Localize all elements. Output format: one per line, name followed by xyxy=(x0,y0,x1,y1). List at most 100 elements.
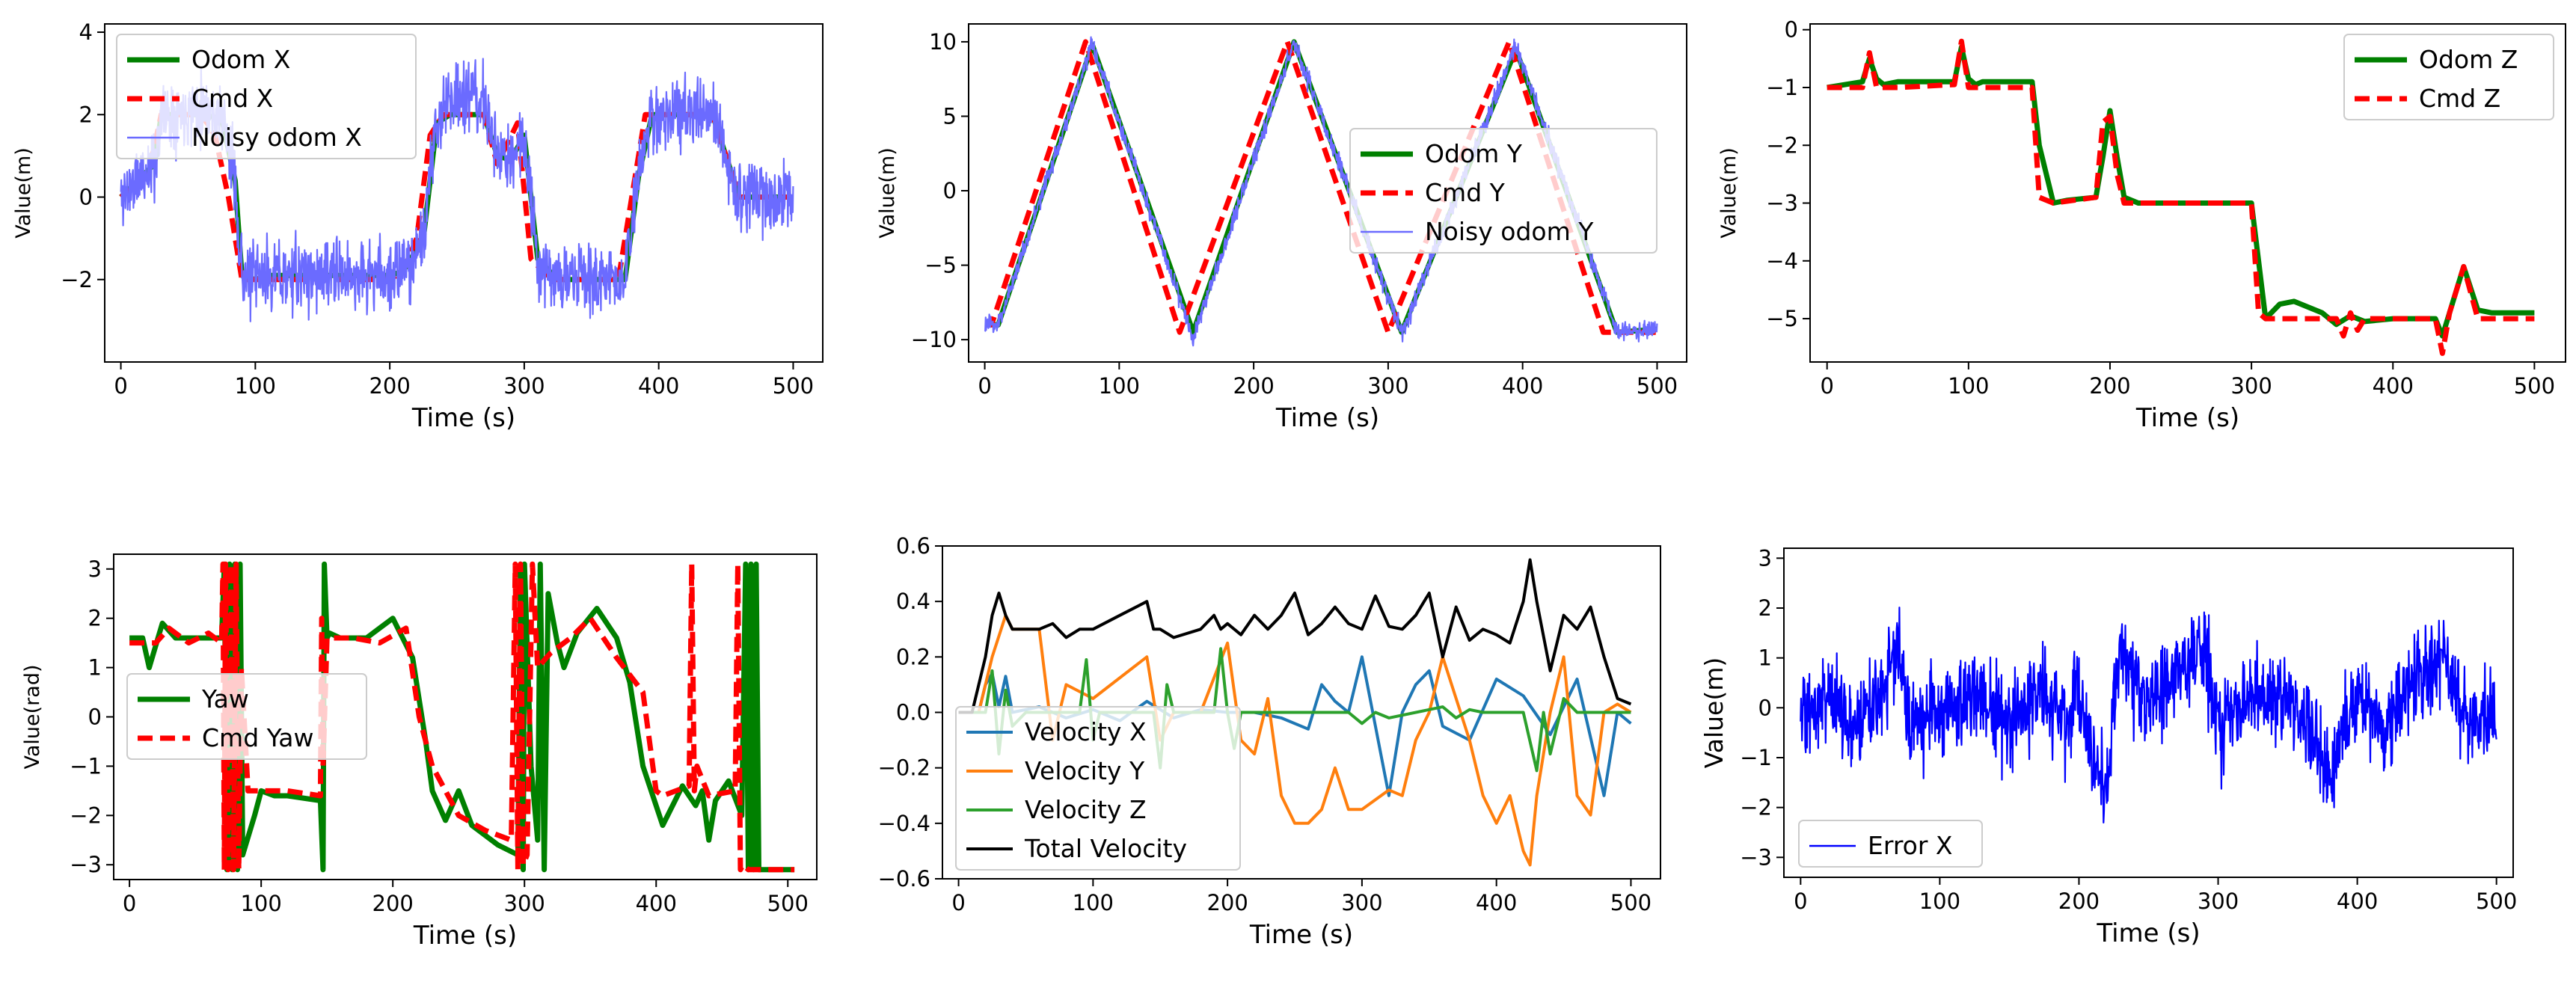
x-tick-label: 300 xyxy=(503,373,545,399)
legend-label-cmd-yaw: Cmd Yaw xyxy=(202,723,313,752)
legend-box xyxy=(1349,128,1657,254)
y-tick-label: 1 xyxy=(1758,645,1772,671)
x-tick-label: 0 xyxy=(1794,889,1807,914)
x-tick-label: 100 xyxy=(1948,373,1989,399)
legend-label-odom-y: Odom Y xyxy=(1425,139,1523,168)
y-tick-label: −2 xyxy=(1766,132,1798,158)
axes-frame xyxy=(1783,547,2514,878)
legend-label-velocity-y: Velocity Y xyxy=(1025,756,1145,785)
y-tick-label: 0.6 xyxy=(896,533,930,559)
legend-label-yaw: Yaw xyxy=(201,684,249,714)
y-axis-label: Value(m) xyxy=(876,147,899,239)
y-tick-label: −2 xyxy=(1740,795,1772,820)
chart-4: 0 100 200 300 400 500 3 2 1 0 −1 −2 −3 Time (s) Value(… xyxy=(21,553,818,951)
x-tick-label: 300 xyxy=(2230,373,2272,399)
x-tick-label: 200 xyxy=(369,373,410,399)
y-tick-label: 0 xyxy=(1785,17,1798,43)
y-tick-label: −0.4 xyxy=(878,811,930,836)
legend-label-odom-x: Odom X xyxy=(191,45,290,74)
legend-box xyxy=(955,706,1241,871)
y-tick-label: 0.0 xyxy=(896,700,930,725)
y-tick-label: 2 xyxy=(79,102,93,127)
y-tick-label: −1 xyxy=(70,753,102,779)
y-tick-label: 4 xyxy=(79,19,93,45)
x-tick-label: 200 xyxy=(1233,373,1274,399)
axes-frame xyxy=(1809,23,2566,363)
x-tick-label: 400 xyxy=(1476,890,1517,915)
x-tick-label: 500 xyxy=(2476,889,2517,914)
legend: Velocity X Velocity Y Velocity Z Total Velo… xyxy=(955,706,1241,871)
y-tick-label: −2 xyxy=(70,803,102,828)
y-axis-label: Value(m) xyxy=(1699,657,1729,769)
y-tick-label: −3 xyxy=(1740,844,1772,870)
y-axis-label: Value(m) xyxy=(12,147,35,239)
legend-label-velocity-x: Velocity X xyxy=(1025,717,1147,746)
chart-1: 0 100 200 300 400 500 −2 0 2 4 Time (s) Value(m) Odo… xyxy=(12,19,824,433)
x-tick-label: 200 xyxy=(1206,890,1248,915)
x-axis-label: Time (s) xyxy=(2096,918,2200,948)
x-tick-label: 200 xyxy=(2058,889,2100,914)
legend-label-error-x: Error X xyxy=(1868,831,1953,860)
x-tick-label: 200 xyxy=(2089,373,2130,399)
legend: Odom X Cmd X Noisy odom X xyxy=(116,34,417,159)
y-tick-label: −0.2 xyxy=(878,755,930,781)
x-axis-label: Time (s) xyxy=(1249,920,1353,950)
legend-label-cmd-z: Cmd Z xyxy=(2419,84,2500,113)
y-tick-label: −4 xyxy=(1766,248,1798,274)
x-tick-label: 0 xyxy=(1820,373,1833,399)
series-line-cmd-z xyxy=(1827,38,2535,356)
x-tick-label: 300 xyxy=(2198,889,2239,914)
axes-frame xyxy=(104,23,824,363)
legend-label-cmd-y: Cmd Y xyxy=(1425,178,1506,207)
y-tick-label: 2 xyxy=(88,606,102,631)
y-axis-label: Value(m) xyxy=(1717,147,1741,239)
y-tick-label: −3 xyxy=(1766,191,1798,216)
legend-box xyxy=(1798,820,1983,868)
legend-label-cmd-x: Cmd X xyxy=(191,84,273,113)
x-tick-label: 500 xyxy=(1637,373,1678,399)
legend-box xyxy=(2343,34,2554,120)
legend-label-noisy-odom-x: Noisy odom X xyxy=(191,123,362,152)
legend: Yaw Cmd Yaw xyxy=(126,673,367,760)
legend-label-noisy-odom-y: Noisy odom Y xyxy=(1425,217,1594,246)
x-tick-label: 0 xyxy=(978,373,991,399)
x-tick-label: 100 xyxy=(240,891,281,916)
series-line-noisy-odom-x xyxy=(120,58,794,322)
legend-label-velocity-z: Velocity Z xyxy=(1025,795,1147,824)
x-tick-label: 300 xyxy=(1367,373,1408,399)
x-tick-label: 0 xyxy=(951,890,965,915)
x-tick-label: 500 xyxy=(767,891,809,916)
x-tick-label: 500 xyxy=(1610,890,1652,915)
y-tick-label: 3 xyxy=(1758,545,1772,571)
y-tick-label: 3 xyxy=(88,556,102,582)
chart-3: 0 100 200 300 400 500 0 −1 −2 −3 −4 −5 Time (s) Value… xyxy=(1717,17,2566,433)
x-axis-label: Time (s) xyxy=(411,403,515,433)
y-tick-label: 0.4 xyxy=(896,589,930,614)
chart-6: 0 100 200 300 400 500 3 2 1 0 −1 −2 −3 Time (s) Value(… xyxy=(1699,545,2517,948)
legend-label-total-velocity: Total Velocity xyxy=(1024,834,1187,863)
x-tick-label: 400 xyxy=(1502,373,1543,399)
y-tick-label: 10 xyxy=(929,29,957,55)
x-tick-label: 300 xyxy=(1341,890,1382,915)
x-tick-label: 400 xyxy=(638,373,679,399)
y-tick-label: −3 xyxy=(70,852,102,877)
y-tick-label: 0 xyxy=(79,185,93,210)
x-tick-label: 100 xyxy=(1919,889,1960,914)
x-tick-label: 300 xyxy=(504,891,545,916)
y-axis-label: Value(rad) xyxy=(21,665,44,770)
y-tick-label: 0 xyxy=(943,178,957,203)
y-tick-label: −2 xyxy=(61,267,93,292)
legend: Odom Y Cmd Y Noisy odom Y xyxy=(1349,128,1657,254)
y-tick-label: 0.2 xyxy=(896,644,930,669)
y-tick-label: −0.6 xyxy=(878,866,930,892)
y-tick-label: 1 xyxy=(88,655,102,681)
x-tick-label: 400 xyxy=(2337,889,2378,914)
y-tick-label: −1 xyxy=(1766,75,1798,100)
legend: Odom Z Cmd Z xyxy=(2343,34,2554,120)
x-axis-label: Time (s) xyxy=(2135,403,2239,433)
y-tick-label: 0 xyxy=(88,705,102,730)
x-tick-label: 400 xyxy=(636,891,677,916)
x-tick-label: 100 xyxy=(235,373,276,399)
legend: Error X xyxy=(1798,820,1983,868)
